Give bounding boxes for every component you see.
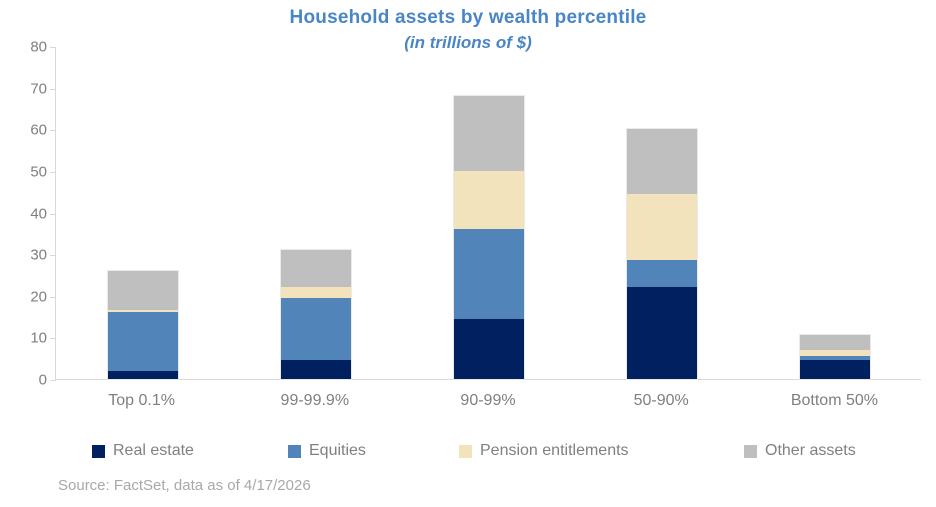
legend-label: Real estate [113, 442, 194, 459]
bars-row [56, 47, 921, 381]
y-axis-tick-label: 40 [30, 205, 47, 222]
bar-segment-real-estate [799, 360, 870, 379]
bar-top-0-1 [106, 269, 179, 381]
x-axis-label-50-90: 50-90% [633, 392, 689, 409]
y-axis-tick-mark [50, 296, 56, 298]
bar-slot-99-99-9 [229, 47, 402, 381]
bar-segment-other-assets [107, 270, 178, 311]
x-axis-label-top-0-1: Top 0.1% [108, 392, 175, 409]
y-axis-tick-label: 0 [38, 371, 47, 389]
legend-item-pension-entitlements: Pension entitlements [459, 441, 629, 461]
y-axis-tick-label: 60 [30, 121, 47, 139]
x-axis-label-bottom-50: Bottom 50% [790, 392, 878, 409]
bar-segment-pension-entitlements [280, 287, 351, 298]
bar-slot-90-99 [402, 47, 575, 381]
bar-segment-other-assets [626, 129, 697, 194]
y-axis-tick-mark [50, 338, 56, 340]
y-axis-tick-mark [50, 171, 56, 173]
bar-segment-equities [453, 229, 524, 319]
y-axis-tick-label: 70 [30, 80, 47, 98]
bar-segment-real-estate [626, 287, 697, 379]
legend-item-other-assets: Other assets [744, 441, 856, 461]
bar-segment-pension-entitlements [626, 193, 697, 261]
bar-segment-pension-entitlements [107, 310, 178, 313]
legend-label: Pension entitlements [480, 442, 629, 459]
y-axis-tick-label: 10 [30, 329, 47, 347]
bar-segment-other-assets [453, 95, 524, 171]
bar-slot-bottom-50 [748, 47, 921, 380]
y-axis-tick-label: 30 [30, 246, 47, 264]
bar-bottom-50 [798, 334, 871, 380]
y-axis-tick-mark [50, 380, 56, 381]
bar-segment-pension-entitlements [453, 170, 524, 230]
y-axis-tick-label: 80 [30, 38, 47, 56]
x-axis-labels: Top 0.1% 99-99.9% 90-99% 50-90% Bottom 50% [55, 392, 921, 414]
legend-label: Equities [309, 442, 366, 459]
y-axis-tick-mark [50, 88, 56, 90]
bar-segment-pension-entitlements [799, 349, 870, 357]
legend: Real estate Equities Pension entitlements O… [0, 441, 936, 463]
legend-swatch-other-assets [744, 444, 757, 458]
chart-subtitle: (in trillions of $) [404, 33, 532, 52]
y-axis-tick-mark [50, 213, 56, 215]
y-axis-tick-mark [50, 255, 56, 257]
plot-area: 0 10 20 30 40 50 60 70 80 [30, 40, 921, 388]
bar-90-99 [452, 94, 525, 381]
y-axis-tick-label: 50 [30, 163, 47, 181]
x-axis-label-90-99: 90-99% [460, 392, 516, 409]
chart-title: Household assets by wealth percentile [289, 7, 647, 28]
y-axis-tick-mark [50, 47, 56, 48]
legend-item-equities: Equities [288, 441, 366, 461]
legend-swatch-pension-entitlements [459, 444, 472, 458]
bar-segment-real-estate [453, 318, 524, 379]
bar-segment-equities [280, 297, 351, 361]
legend-swatch-equities [288, 444, 301, 458]
legend-item-real-estate: Real estate [92, 441, 194, 461]
source-note: Source: FactSet, data as of 4/17/2026 [58, 477, 311, 494]
x-axis-label-99-99-9: 99-99.9% [280, 392, 350, 409]
bar-slot-50-90 [575, 47, 748, 380]
y-axis-tick-mark [50, 130, 56, 132]
y-axis-tick-label: 20 [30, 288, 47, 306]
bar-segment-other-assets [280, 249, 351, 288]
bar-segment-equities [799, 356, 870, 361]
bar-segment-real-estate [280, 360, 351, 379]
legend-label: Other assets [765, 442, 856, 459]
bar-segment-other-assets [799, 335, 870, 350]
bar-segment-real-estate [107, 370, 178, 379]
bar-99-99-9 [279, 248, 352, 381]
legend-swatch-real-estate [92, 444, 105, 458]
bar-50-90 [625, 128, 698, 380]
bar-segment-equities [107, 312, 178, 371]
bar-slot-top-0-1 [56, 47, 229, 381]
bar-segment-equities [626, 260, 697, 288]
